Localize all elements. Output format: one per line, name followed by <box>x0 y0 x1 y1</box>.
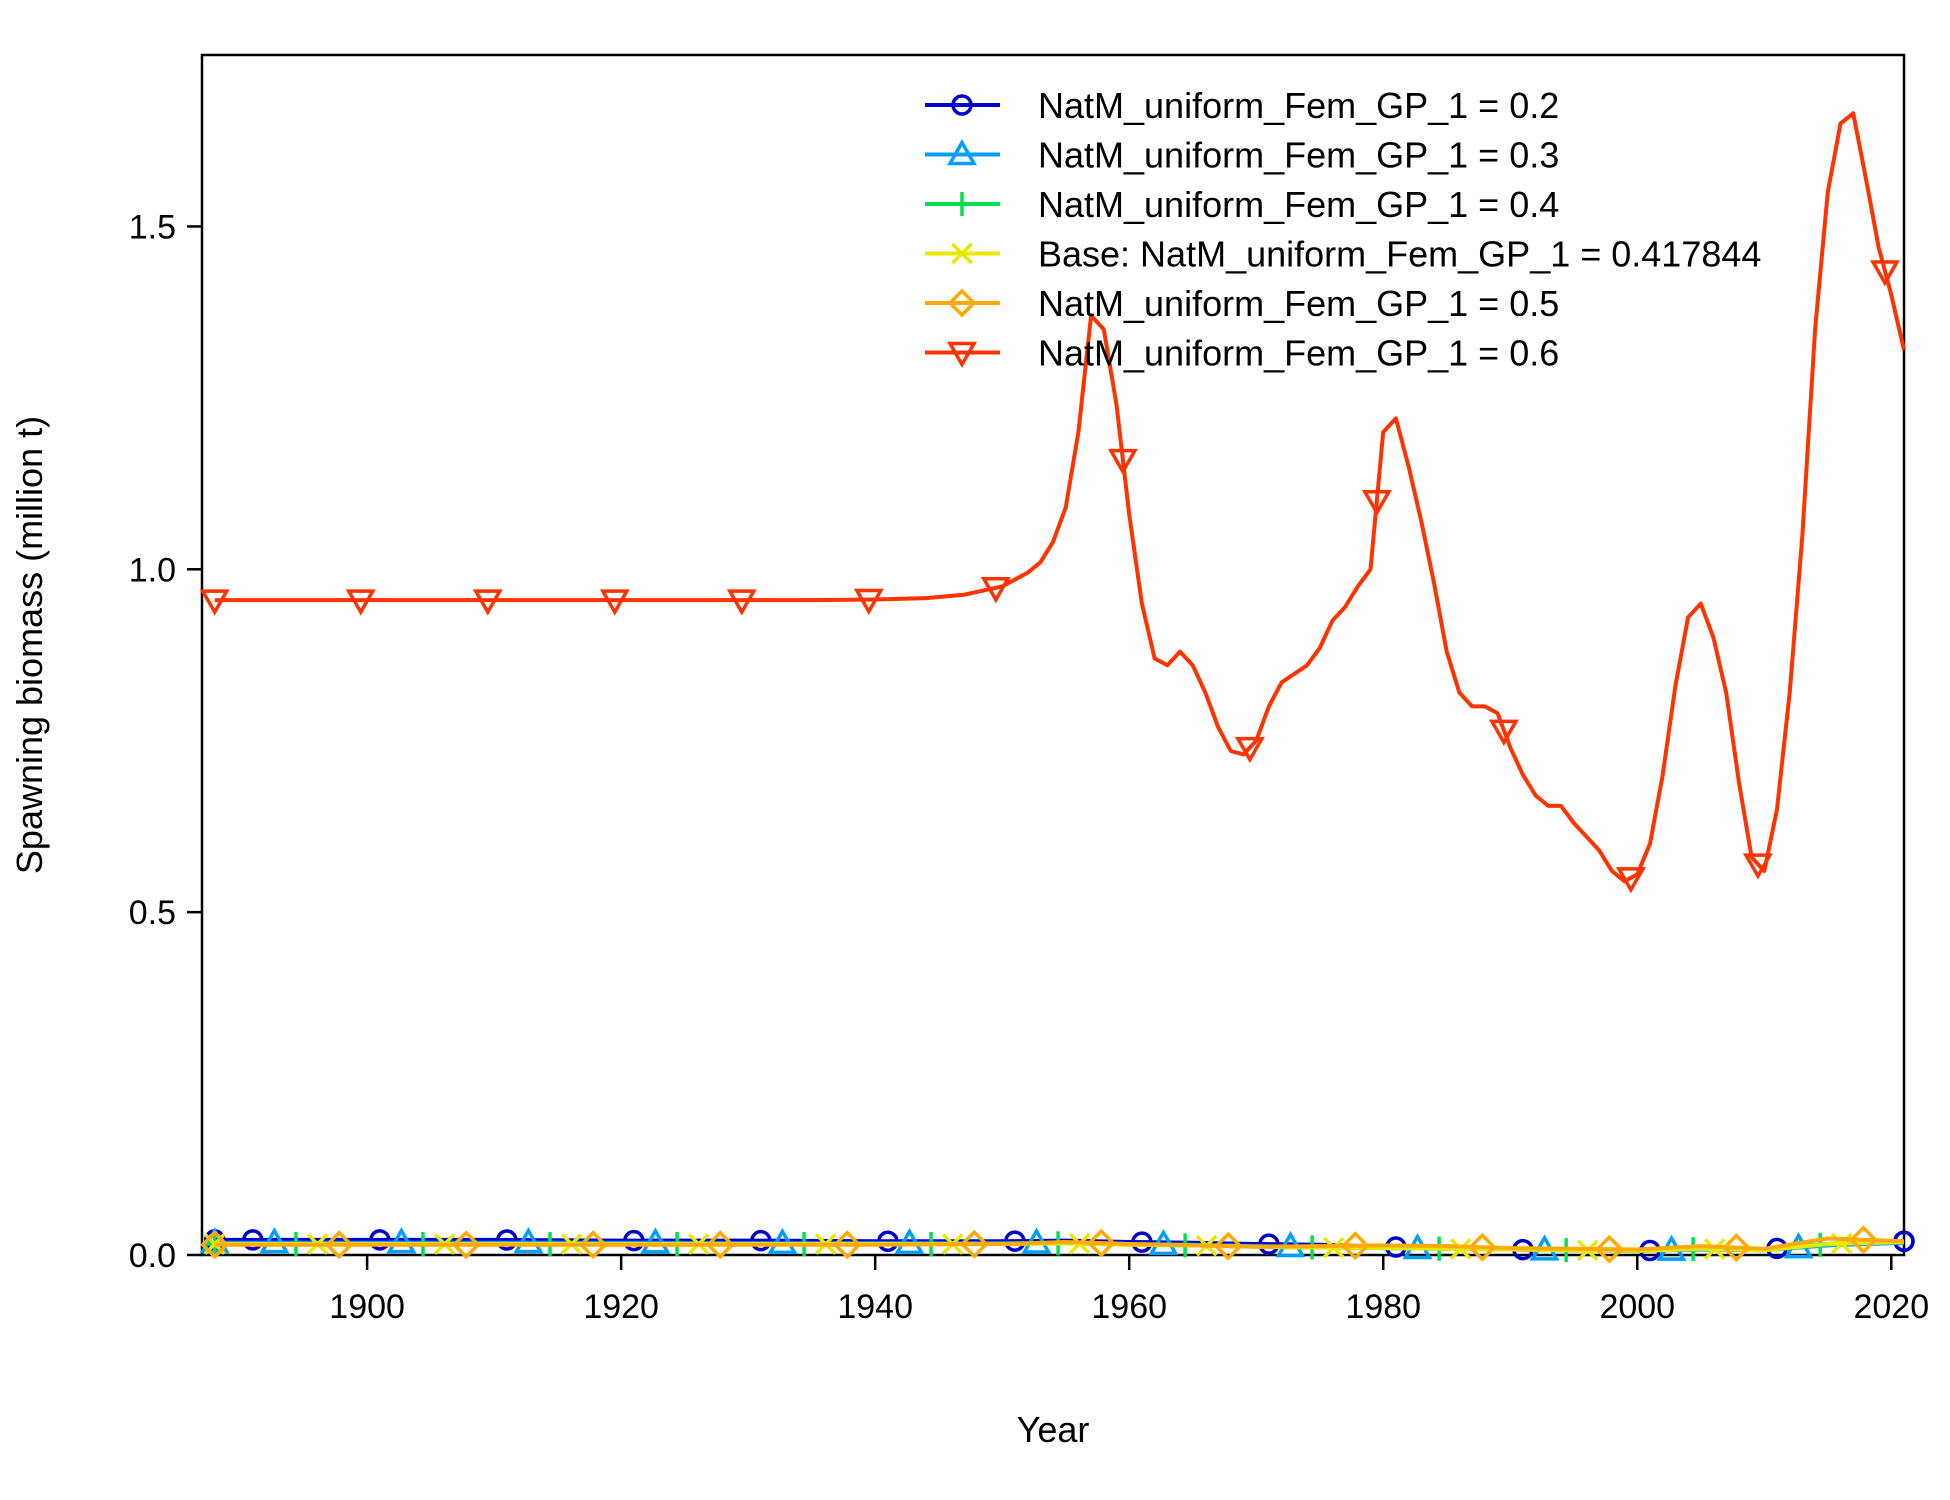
series-point <box>1361 489 1392 517</box>
legend-item: NatM_uniform_Fem_GP_1 = 0.5 <box>925 283 1559 324</box>
series-point <box>369 1229 391 1251</box>
series-point <box>1488 719 1519 746</box>
legend-item: NatM_uniform_Fem_GP_1 = 0.3 <box>925 135 1559 176</box>
series-point <box>832 1230 862 1260</box>
legend-item: NatM_uniform_Fem_GP_1 = 0.6 <box>925 333 1559 374</box>
legend-label: Base: NatM_uniform_Fem_GP_1 = 0.417844 <box>1038 234 1761 275</box>
x-axis: 1900 1920 1940 1960 1980 2000 2020 <box>329 1255 1929 1326</box>
series-point <box>1594 1234 1624 1264</box>
legend-label: NatM_uniform_Fem_GP_1 = 0.6 <box>1038 333 1559 374</box>
series-point <box>1848 1225 1878 1255</box>
x-tick-label: 2000 <box>1599 1288 1675 1326</box>
series-point <box>767 1227 798 1255</box>
x-axis-title: Year <box>1017 1409 1090 1450</box>
legend-item: Base: NatM_uniform_Fem_GP_1 = 0.417844 <box>925 234 1761 275</box>
series-point <box>345 589 376 616</box>
x-tick-label: 1940 <box>837 1288 913 1326</box>
legend-marker <box>950 192 974 216</box>
series-point <box>1107 448 1138 476</box>
legend-label: NatM_uniform_Fem_GP_1 = 0.2 <box>1038 85 1559 126</box>
y-axis: 0.0 0.5 1.0 1.5 <box>129 208 202 1275</box>
y-tick-label: 1.5 <box>129 208 176 246</box>
series-point <box>200 1230 230 1260</box>
series-point <box>451 1230 481 1260</box>
series-point <box>259 1227 290 1254</box>
plot-frame <box>200 53 1906 1257</box>
series-point <box>324 1230 354 1260</box>
y-tick-label: 0.5 <box>129 894 176 932</box>
series-point <box>1703 1238 1726 1260</box>
x-tick-label: 2020 <box>1853 1288 1929 1326</box>
y-tick-label: 1.0 <box>129 551 176 589</box>
series-point <box>578 1230 608 1260</box>
legend-label: NatM_uniform_Fem_GP_1 = 0.5 <box>1038 283 1559 324</box>
y-tick-label: 0.0 <box>129 1237 176 1275</box>
series-point <box>853 588 884 616</box>
series-point <box>472 589 503 616</box>
series-point <box>599 589 630 616</box>
legend: NatM_uniform_Fem_GP_1 = 0.2 NatM_uniform_… <box>925 85 1761 374</box>
series-point <box>1869 260 1900 287</box>
series-point <box>199 589 230 616</box>
series-point <box>1721 1233 1751 1263</box>
x-tick-label: 1900 <box>329 1288 405 1326</box>
series-point <box>1340 1231 1370 1261</box>
series-point <box>623 1229 645 1252</box>
x-tick-label: 1920 <box>583 1288 659 1326</box>
series-point <box>1742 853 1773 880</box>
series-point <box>242 1229 264 1251</box>
series-layer <box>199 111 1915 1264</box>
plot-border <box>200 53 1906 1257</box>
series-5 <box>200 1225 1905 1264</box>
series-point <box>1086 1228 1116 1258</box>
series-point <box>726 589 757 616</box>
legend-marker <box>951 242 973 265</box>
series-point <box>386 1227 417 1254</box>
series-point <box>1467 1232 1497 1262</box>
series-point <box>1449 1238 1472 1260</box>
legend-marker <box>946 341 978 369</box>
series-line <box>214 1236 1905 1252</box>
series-point <box>513 1227 544 1254</box>
series-point <box>959 1229 989 1259</box>
x-tick-label: 1980 <box>1345 1288 1421 1326</box>
legend-label: NatM_uniform_Fem_GP_1 = 0.3 <box>1038 135 1559 176</box>
legend-marker <box>946 138 978 166</box>
series-point <box>1213 1231 1243 1261</box>
series-line <box>214 111 1906 884</box>
series-point <box>1234 736 1265 764</box>
series-6 <box>199 111 1906 894</box>
series-point <box>894 1227 925 1255</box>
series-point <box>496 1229 518 1251</box>
series-point <box>1615 867 1646 894</box>
legend-label: NatM_uniform_Fem_GP_1 = 0.4 <box>1038 184 1559 225</box>
series-point <box>877 1230 899 1253</box>
legend-item: NatM_uniform_Fem_GP_1 = 0.2 <box>925 85 1559 126</box>
x-tick-label: 1960 <box>1091 1288 1167 1326</box>
legend-item: NatM_uniform_Fem_GP_1 = 0.4 <box>925 184 1559 225</box>
y-axis-title: Spawning biomass (million t) <box>9 416 50 874</box>
series-point <box>980 577 1011 604</box>
series-point <box>705 1230 735 1260</box>
legend-marker <box>947 288 977 318</box>
series-point <box>640 1227 671 1254</box>
series-point <box>750 1229 772 1252</box>
legend-marker <box>951 94 973 116</box>
